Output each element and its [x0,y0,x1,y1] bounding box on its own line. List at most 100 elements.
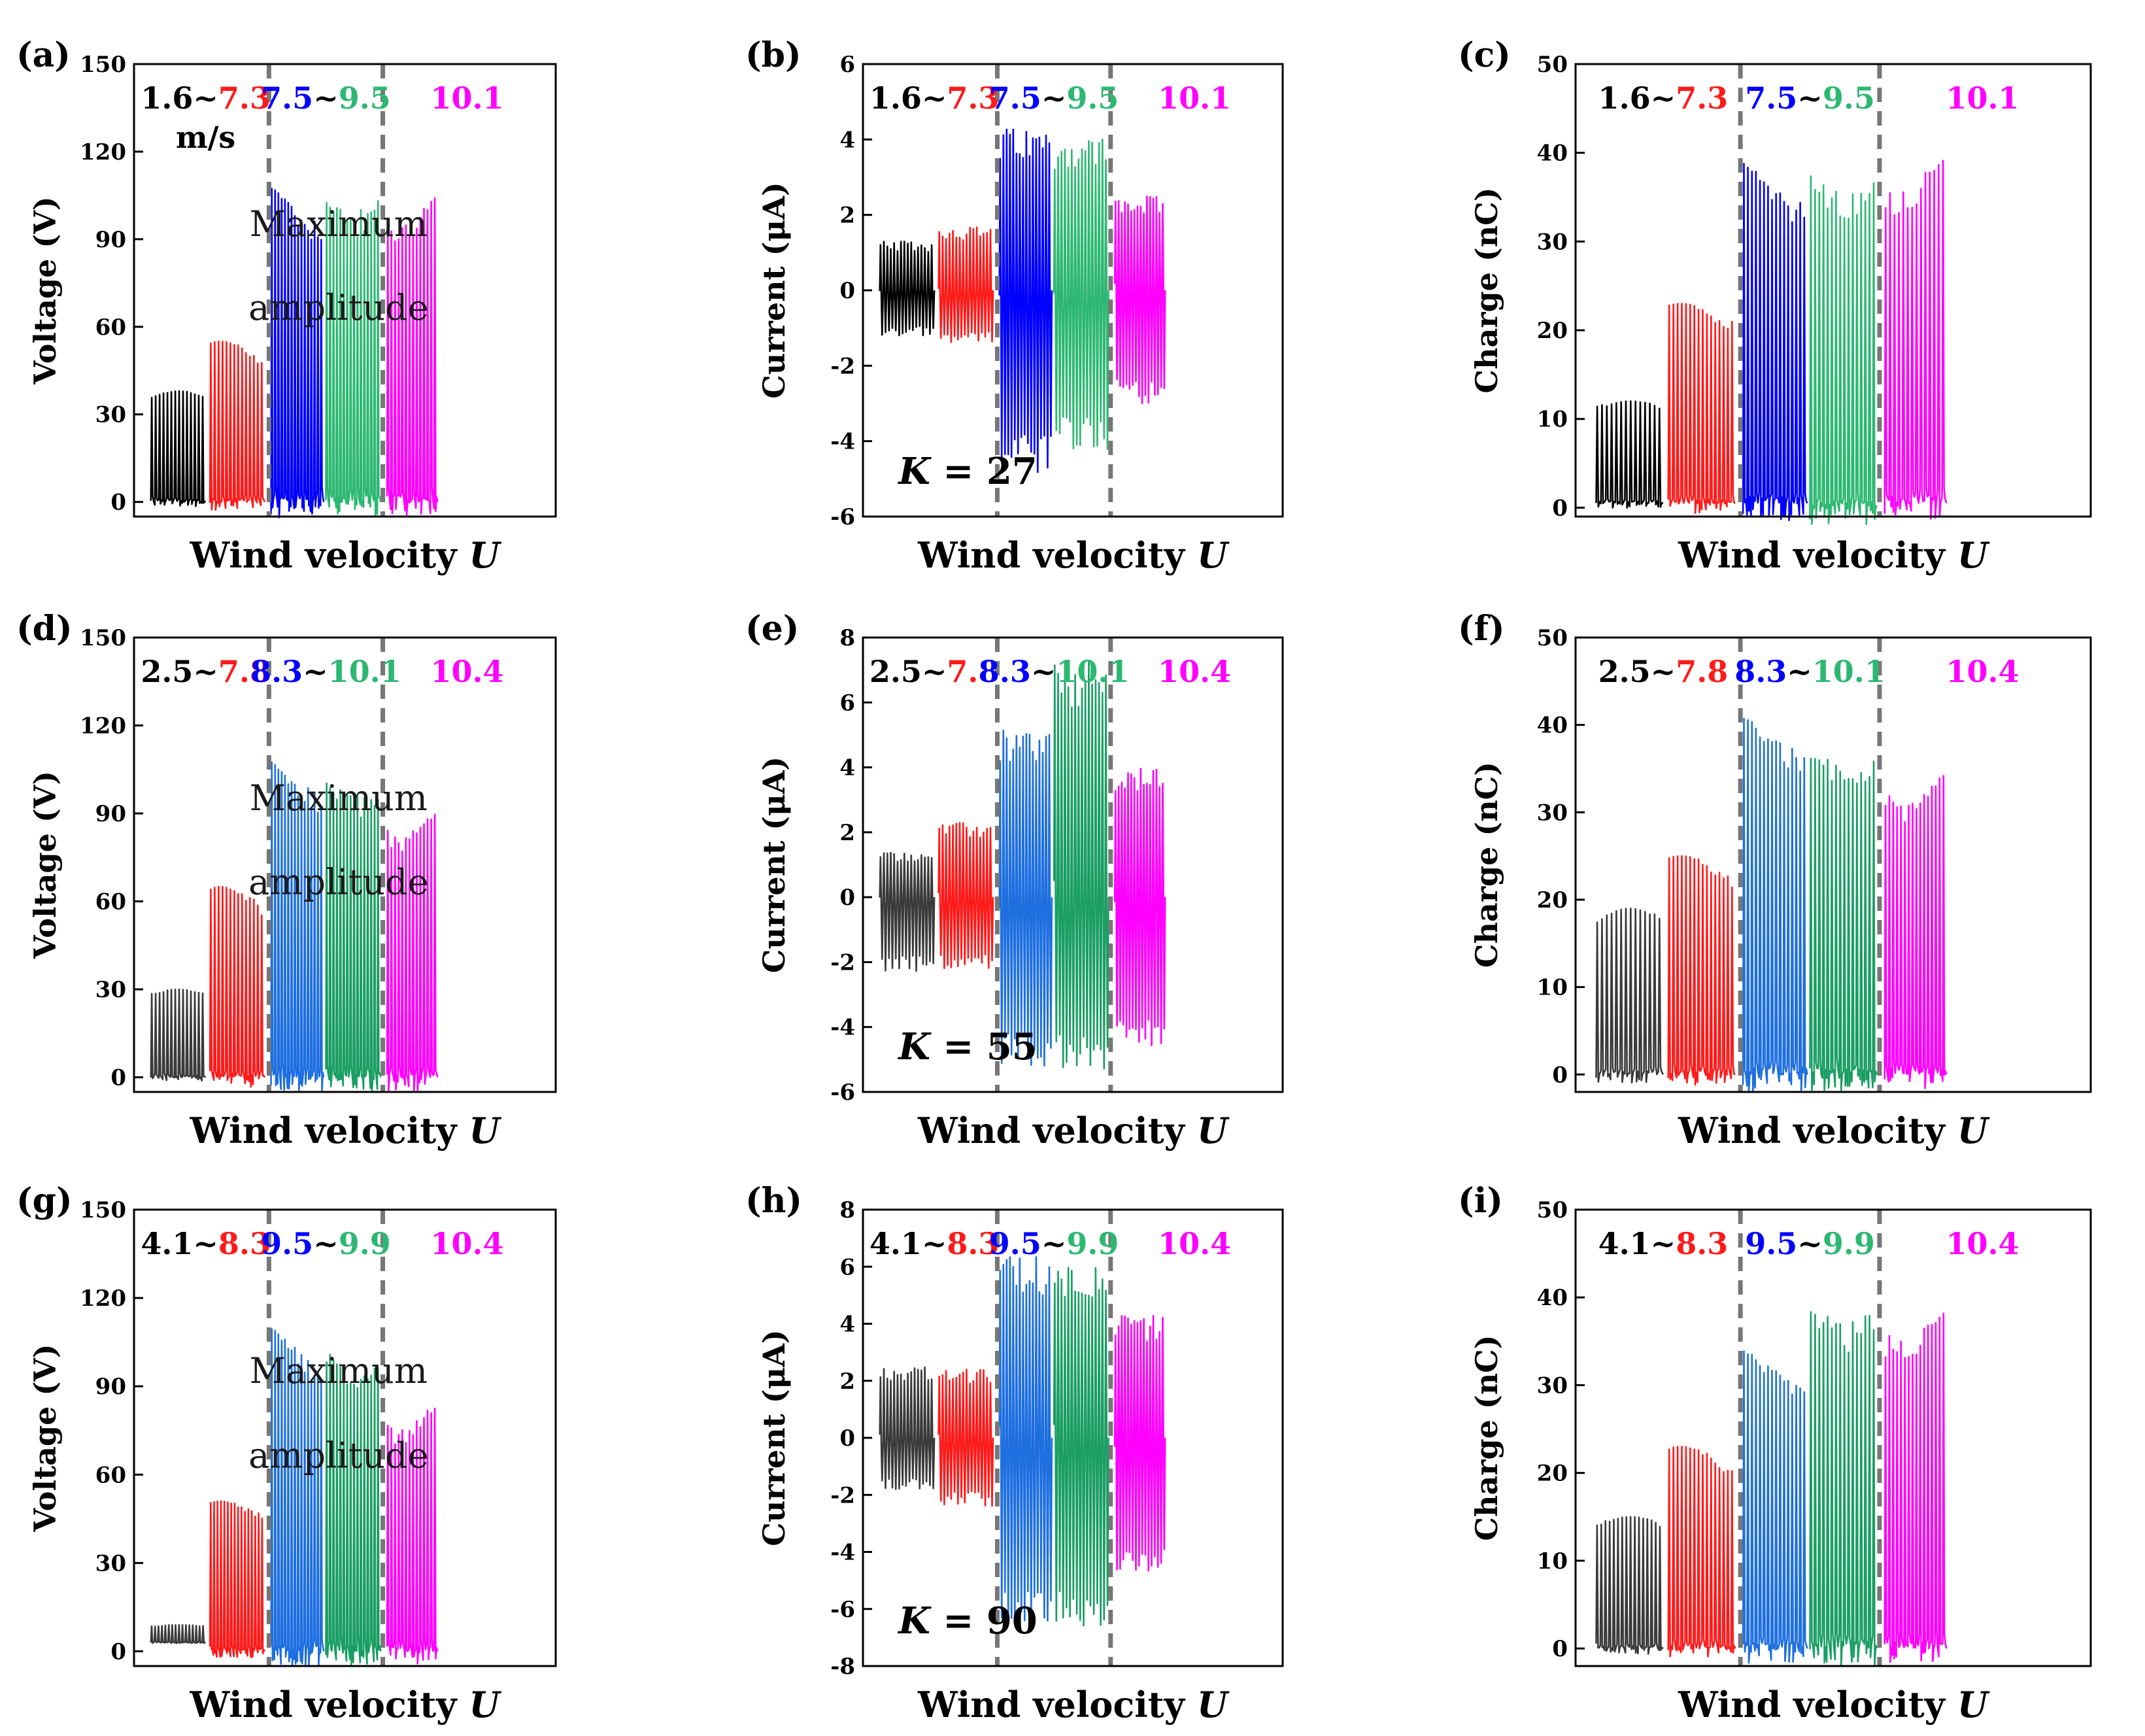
y-tick-label: 60 [95,315,126,341]
y-tick-label: 6 [839,52,855,78]
series-10.4-m-s [1883,1312,1948,1663]
panel-label: (i) [1458,1181,1503,1221]
y-tick-label: 4 [839,127,855,153]
velocity-value: 7.8 [947,654,999,689]
k-symbol: K [897,1599,932,1642]
velocity-label: 9.5~9.9 [1745,1226,1875,1261]
velocity-value: 4.1~ [1598,1226,1676,1261]
y-tick-label: 60 [95,1462,126,1488]
velocity-value: ~ [303,654,328,689]
panel-label: (b) [745,35,802,75]
series-9.5-m-s [1742,1350,1808,1664]
annotation-text: Maximum [250,203,428,245]
velocity-value: 7.8 [1676,654,1728,689]
y-axis-title: Voltage (V) [27,196,63,384]
velocity-value: 9.5 [989,1226,1041,1261]
y-tick-label: 0 [110,1639,126,1665]
velocity-value: 7.3 [947,80,999,116]
velocity-value: ~ [1041,1226,1067,1261]
series-9.9-m-s [1053,1267,1109,1627]
velocity-label: 10.4 [431,1226,504,1261]
x-axis-title-text: Wind velocity [190,1110,469,1151]
velocity-label: 2.5~7.8 [141,654,271,689]
x-axis-title: Wind velocity U [917,1684,1230,1726]
velocity-value: 9.5 [1745,1226,1797,1261]
y-tick-label: -6 [830,1080,855,1106]
velocity-label: 4.1~8.3 [870,1226,1000,1261]
velocity-label: 8.3~10.1 [1734,654,1885,689]
series-9.5-m-s [998,1256,1053,1624]
velocity-label: 8.3~10.1 [250,654,401,689]
velocity-label: 2.5~7.8 [870,654,1000,689]
series-10.1-m-s [1883,160,1948,520]
y-tick-label: 120 [80,139,126,165]
y-tick-label: 150 [80,1197,126,1223]
panel-d: 0 30 60 90 120 150 Voltage (V) Wind velocity U (… [16,609,557,1151]
y-tick-label: 4 [839,755,855,781]
x-axis-title-text: Wind velocity [1678,534,1957,576]
series-4.1-m-s [1595,1516,1664,1655]
k-number: = 55 [930,1025,1038,1068]
series-9.9-m-s [325,1353,382,1665]
x-axis-title: Wind velocity U [190,1684,502,1726]
velocity-value: 10.1 [328,654,401,689]
velocity-value: 9.9 [339,1226,391,1261]
panel-b: -6 -4 -2 0 2 4 6 Current (μA) Wind velocity U (b)… [745,35,1284,576]
x-axis-title-symbol: U [469,534,501,576]
annotation-text: amplitude [248,862,429,903]
series-9.9-m-s [1809,1311,1878,1667]
velocity-label: 8.3~10.1 [979,654,1130,689]
velocity-value: ~ [1041,80,1067,116]
y-tick-label: 90 [95,227,126,253]
y-tick-label: 30 [95,977,126,1003]
y-tick-label: 20 [1537,318,1568,344]
annotation-text: Maximum [250,1350,428,1391]
velocity-value: 9.5 [261,1226,313,1261]
panel-h: -8 -6 -4 -2 0 2 4 6 8 Current (μA) Wind velocity U… [745,1181,1284,1726]
y-tick-label: 120 [80,713,126,740]
panel-label: (e) [745,609,799,649]
y-tick-label: -4 [830,1015,855,1041]
y-tick-label: 90 [95,801,126,827]
y-tick-label: 0 [110,1065,126,1091]
velocity-label: 7.5~9.5 [1745,80,1875,116]
y-tick-label: 2 [839,820,855,846]
y-tick-label: 10 [1537,1548,1568,1574]
velocity-label: 4.1~8.3 [141,1226,271,1261]
series-9.5-m-s [1053,139,1109,451]
velocity-label: 7.5~9.5 [261,80,391,116]
velocity-value: 10.4 [1158,654,1231,689]
k-number: = 90 [930,1599,1038,1642]
velocity-label: 9.5~9.9 [989,1226,1119,1261]
series-7.3-m-s [209,340,266,511]
velocity-value: 10.4 [431,654,504,689]
y-tick-label: 30 [1537,800,1568,826]
x-axis-title: Wind velocity U [917,1110,1230,1151]
panel-i: 0 10 20 30 40 50 Charge (nC) Wind velocity U (i)… [1458,1181,2092,1726]
k-symbol: K [897,1025,932,1068]
velocity-value: 7.5 [1745,80,1797,116]
velocity-value: 4.1~ [141,1226,218,1261]
velocity-value: 8.3 [947,1226,999,1261]
x-axis-title: Wind velocity U [1678,534,1990,576]
panel-label: (a) [16,35,71,75]
y-tick-label: 30 [95,402,126,428]
y-axis-title: Voltage (V) [27,771,63,959]
series-8.3-m-s [270,761,325,1093]
velocity-value: 10.1 [1158,80,1231,116]
velocity-value: 2.5~ [870,654,947,689]
k-value-label: K = 90 [897,1599,1038,1642]
k-value-label: K = 55 [897,1025,1038,1068]
y-axis-title: Current (μA) [756,1329,792,1546]
y-axis-title: Charge (nC) [1469,187,1504,393]
velocity-label: 1.6~7.3 [1598,80,1729,116]
panel-label: (c) [1458,35,1511,75]
velocity-value: 1.6~ [1598,80,1676,116]
velocity-value: 7.5 [989,80,1041,116]
velocity-value: 7.3 [1676,80,1728,116]
series-10.1-m-s [1113,195,1166,404]
y-tick-label: 150 [80,52,126,78]
velocity-value: 10.1 [1056,654,1129,689]
velocity-label: 10.1 [1158,80,1231,116]
velocity-value: ~ [313,1226,339,1261]
